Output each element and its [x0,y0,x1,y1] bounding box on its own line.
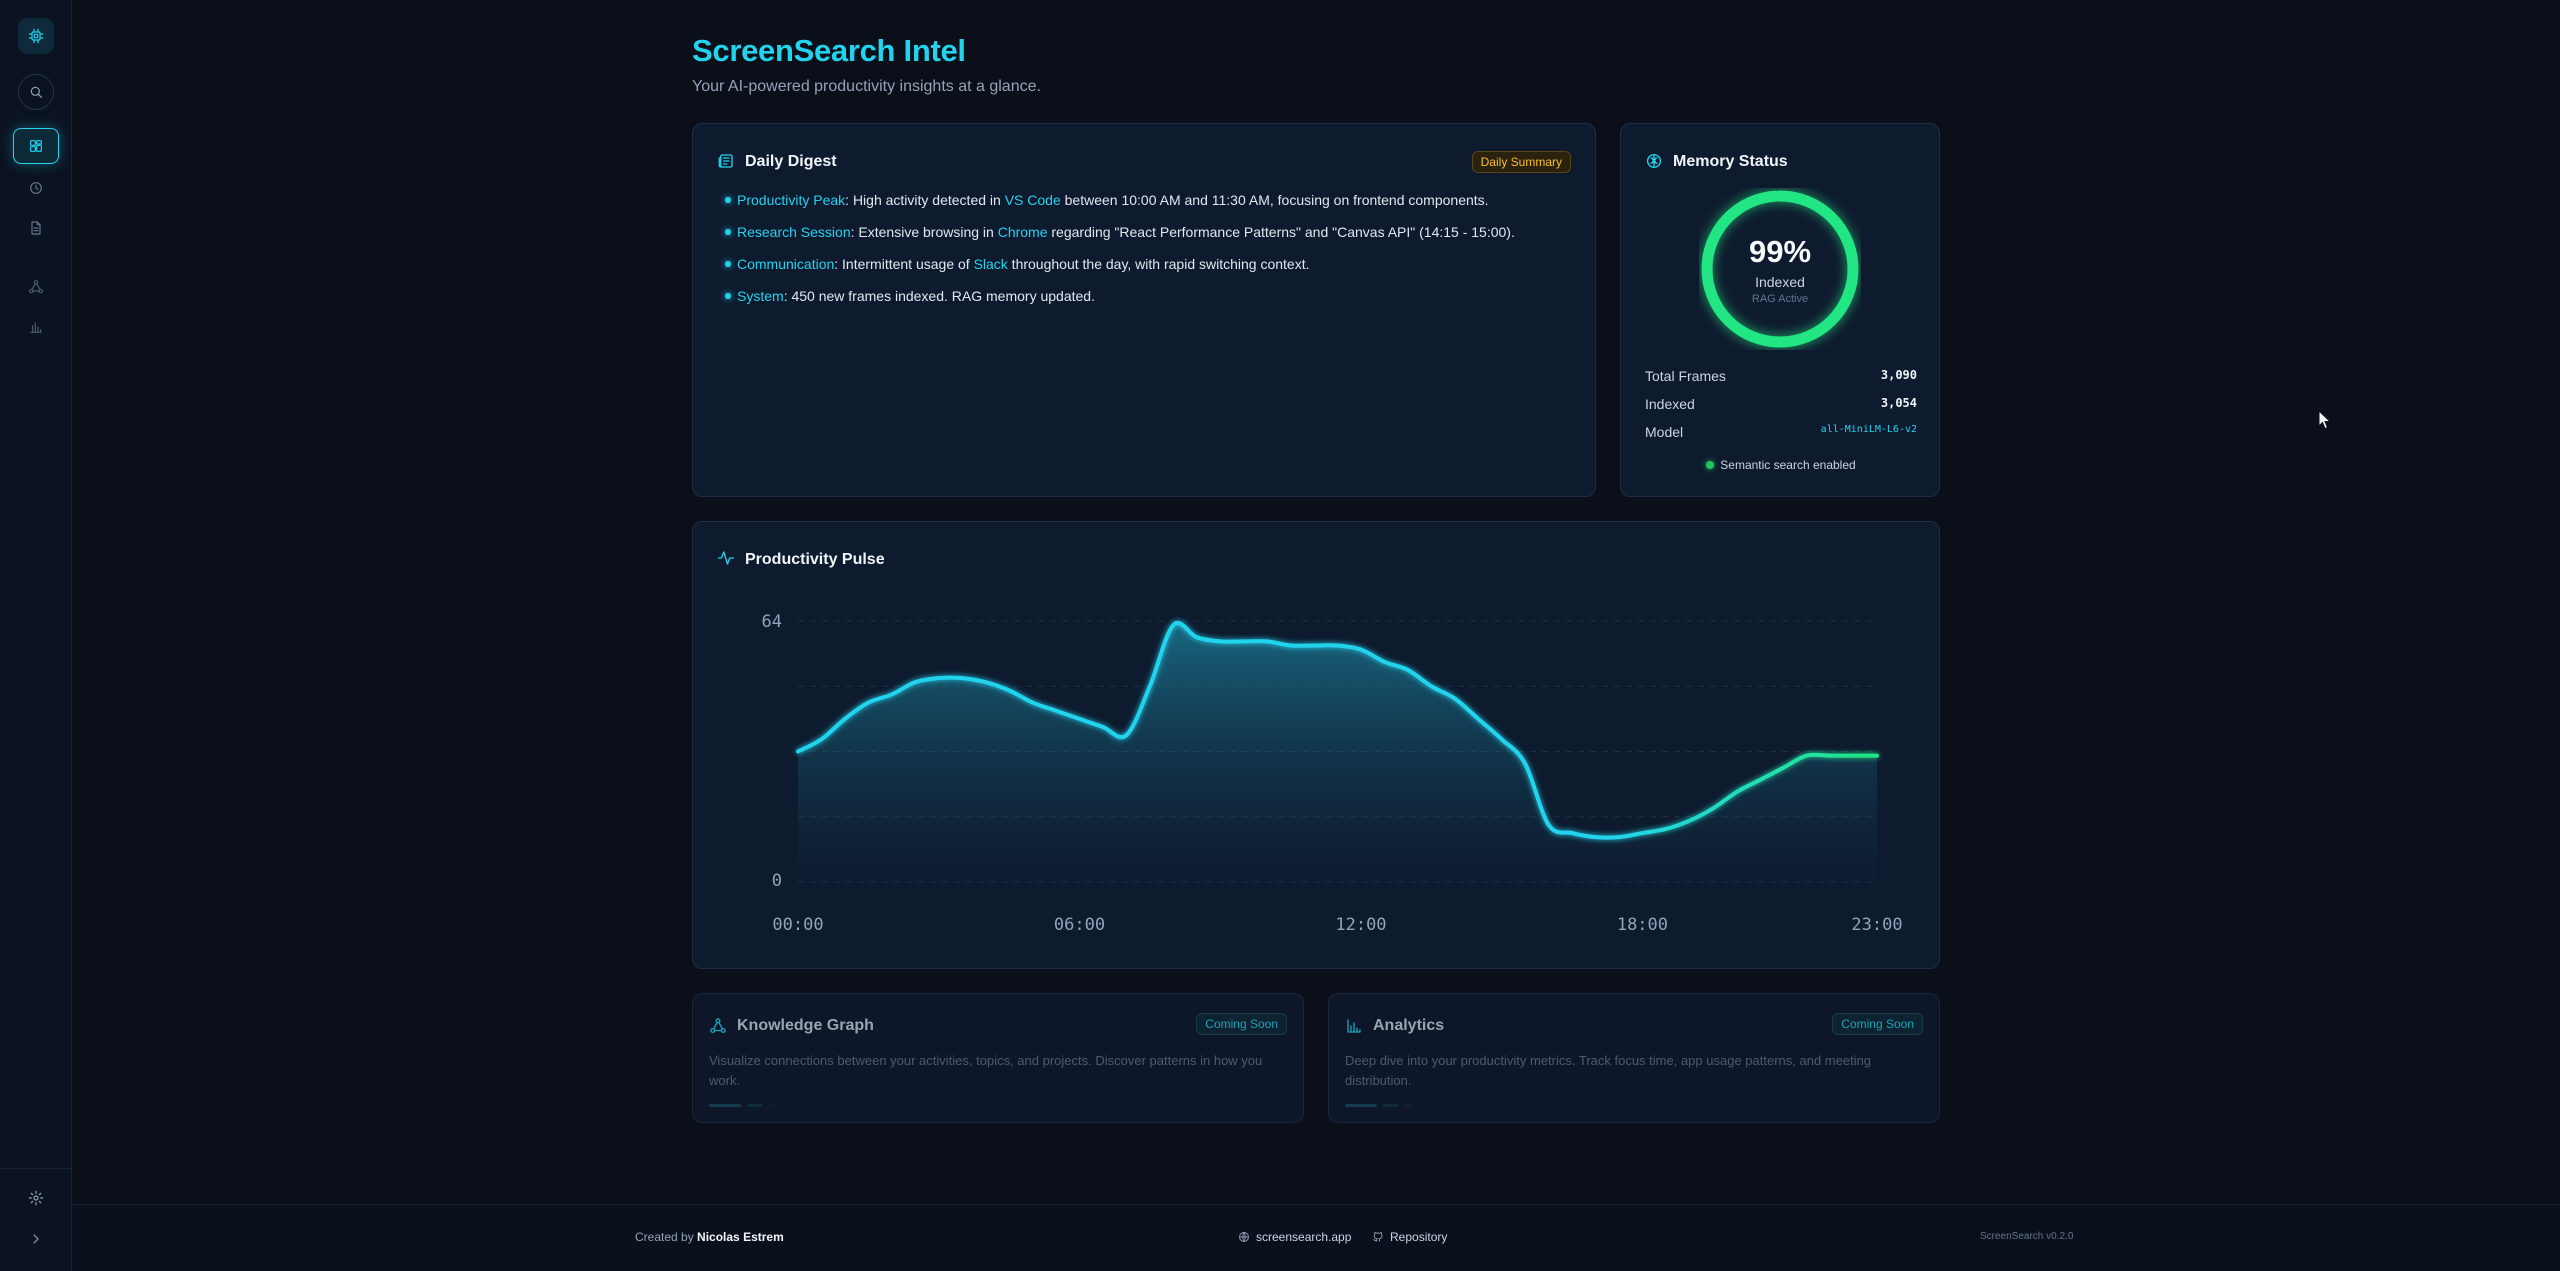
progress-dash [747,1104,763,1107]
search-icon[interactable] [17,74,54,110]
daily-digest-title: Daily Digest [745,153,837,170]
newspaper-icon [717,152,735,170]
footer-credit: Created by Nicolas Estrem [635,1230,784,1244]
brain-icon [1645,152,1663,170]
activity-icon [717,549,735,567]
coming-soon-badge: Coming Soon [1832,1013,1923,1035]
memory-ring-sublabel: RAG Active [1751,293,1809,305]
bar-chart-icon[interactable] [22,313,50,341]
memory-status-title: Memory Status [1673,153,1788,170]
knowledge-graph-card[interactable]: Knowledge Graph Coming Soon Visualize co… [692,993,1304,1123]
coming-soon-badge: Coming Soon [1196,1013,1287,1035]
author-name[interactable]: Nicolas Estrem [697,1230,784,1244]
model-value: all-MiniLM-L6-v2 [1820,424,1917,435]
total-frames-value: 3,090 [1880,368,1917,382]
clock-icon[interactable] [22,174,50,202]
productivity-chart[interactable]: 64 0 00:00 06:00 12:00 18:00 23:00 [693,522,1941,970]
page-subtitle: Your AI-powered productivity insights at… [692,78,1041,95]
progress-dash [709,1104,741,1107]
status-dot [1706,461,1715,469]
knowledge-graph-title: Knowledge Graph [737,1017,874,1034]
digest-list: Productivity Peak: High activity detecte… [725,191,1515,319]
progress-dash [1405,1104,1413,1107]
progress-dash [1345,1104,1377,1107]
y-tick-label: 0 [772,871,782,891]
footer-divider [72,1204,2560,1205]
semantic-status: Semantic search enabled [1621,458,1941,472]
digest-item: Communication: Intermittent usage of Sla… [725,255,1515,287]
indexed-value: 3,054 [1880,396,1917,410]
globe-icon [1239,1232,1249,1242]
total-frames-row: Total Frames 3,090 [1645,368,1917,386]
sidebar [0,0,72,1271]
repository-link[interactable]: Repository [1372,1230,1447,1244]
productivity-pulse-title: Productivity Pulse [745,551,885,568]
semantic-status-text: Semantic search enabled [1720,458,1856,472]
website-link[interactable]: screensearch.app [1238,1230,1351,1244]
memory-ring: 99% Indexed RAG Active [1699,188,1861,350]
x-tick-label: 23:00 [1851,915,1902,935]
mouse-cursor-icon [2318,410,2332,430]
graph-icon [709,1017,727,1035]
cpu-logo-icon[interactable] [17,18,54,54]
memory-percent: 99% [1748,234,1812,269]
model-row: Model all-MiniLM-L6-v2 [1645,424,1917,442]
analytics-title: Analytics [1373,1017,1445,1034]
indexed-row: Indexed 3,054 [1645,396,1917,414]
digest-item: Research Session: Extensive browsing in … [725,223,1515,255]
chart-line [796,621,1879,840]
bar-chart-icon [1345,1017,1363,1035]
knowledge-graph-description: Visualize connections between your activ… [709,1053,1263,1088]
sidebar-divider [0,1168,72,1169]
total-frames-label: Total Frames [1645,368,1726,384]
chevron-right-icon[interactable] [22,1225,50,1253]
analytics-card[interactable]: Analytics Coming Soon Deep dive into you… [1328,993,1940,1123]
daily-summary-badge: Daily Summary [1471,151,1571,173]
gear-icon[interactable] [22,1184,50,1212]
y-tick-label: 64 [762,612,782,632]
indexed-label: Indexed [1645,396,1695,412]
analytics-description: Deep dive into your productivity metrics… [1345,1053,1872,1088]
x-tick-label: 06:00 [1054,915,1105,935]
progress-dash [769,1104,777,1107]
ring-progress [1701,190,1859,348]
graph-icon[interactable] [22,273,50,301]
model-label: Model [1645,424,1684,440]
footer: Created by Nicolas Estrem screensearch.a… [72,1205,2560,1271]
digest-item: Productivity Peak: High activity detecte… [725,191,1515,223]
github-icon [1373,1232,1383,1242]
app-version: ScreenSearch v0.2.0 [1980,1231,2074,1242]
memory-status-card: Memory Status 99% Indexed RAG Active Tot… [1620,123,1940,497]
productivity-pulse-card: Productivity Pulse 64 0 00:00 06:00 12:00 18:… [692,521,1940,969]
memory-ring-label: Indexed [1755,274,1805,290]
document-icon[interactable] [22,214,50,242]
progress-dash [1383,1104,1399,1107]
x-tick-label: 18:00 [1617,915,1668,935]
daily-digest-card: Daily Digest Daily Summary Productivity … [692,123,1596,497]
x-tick-label: 12:00 [1335,915,1386,935]
chart-area [798,622,1877,882]
x-tick-label: 00:00 [772,915,823,935]
dashboard-icon[interactable] [12,128,59,164]
digest-item: System: 450 new frames indexed. RAG memo… [725,287,1515,319]
page-title: ScreenSearch Intel [692,33,966,68]
